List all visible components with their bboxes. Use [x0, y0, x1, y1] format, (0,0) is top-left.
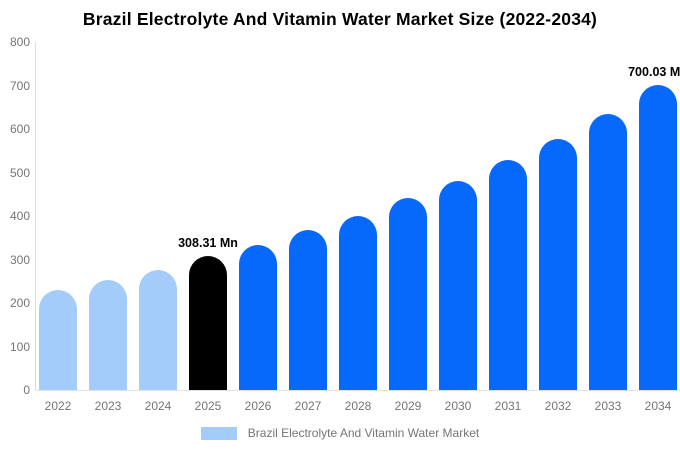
bar-2026 — [239, 245, 277, 390]
bar-2028 — [339, 216, 377, 390]
x-tick-label-2025: 2025 — [194, 399, 222, 413]
x-tick-label-2033: 2033 — [594, 399, 622, 413]
x-tick-label-2032: 2032 — [544, 399, 572, 413]
bar-2027 — [289, 230, 327, 390]
y-tick-label-400: 400 — [9, 209, 30, 223]
value-label-2025: 308.31 Mn — [178, 235, 238, 250]
value-label-2034: 700.03 Mn — [628, 65, 680, 80]
bar-2023 — [89, 280, 127, 390]
y-tick-label-700: 700 — [9, 78, 30, 93]
legend: Brazil Electrolyte And Vitamin Water Mar… — [0, 426, 680, 441]
x-tick-label-2024: 2024 — [144, 399, 172, 413]
bar-2022 — [39, 290, 77, 390]
y-tick-label-800: 800 — [9, 35, 30, 49]
bar-2032 — [539, 139, 577, 390]
x-tick-label-2030: 2030 — [444, 399, 472, 413]
y-tick-label-300: 300 — [9, 252, 30, 267]
x-tick-label-2023: 2023 — [94, 399, 122, 413]
bar-2029 — [389, 198, 427, 390]
legend-swatch — [200, 427, 237, 440]
bar-2025 — [189, 256, 227, 390]
y-tick-label-0: 0 — [23, 383, 30, 397]
y-tick-label-500: 500 — [9, 165, 30, 180]
x-tick-label-2026: 2026 — [244, 399, 272, 413]
x-axis-line — [35, 390, 680, 391]
x-tick-label-2028: 2028 — [344, 399, 372, 413]
legend-label: Brazil Electrolyte And Vitamin Water Mar… — [247, 426, 480, 440]
y-tick-label-600: 600 — [9, 122, 30, 136]
x-tick-label-2027: 2027 — [294, 399, 322, 413]
y-axis-line — [35, 42, 36, 391]
bar-2031 — [489, 160, 527, 390]
x-tick-label-2034: 2034 — [644, 399, 672, 413]
bar-2030 — [439, 181, 477, 390]
y-tick-label-200: 200 — [9, 296, 30, 310]
bar-2024 — [139, 270, 177, 390]
x-tick-label-2031: 2031 — [494, 399, 522, 413]
x-tick-label-2022: 2022 — [44, 399, 72, 413]
chart-title: Brazil Electrolyte And Vitamin Water Mar… — [82, 9, 598, 29]
bar-2034 — [639, 85, 677, 390]
y-tick-label-100: 100 — [9, 339, 30, 354]
x-tick-label-2029: 2029 — [394, 399, 422, 413]
bar-2033 — [589, 114, 627, 390]
